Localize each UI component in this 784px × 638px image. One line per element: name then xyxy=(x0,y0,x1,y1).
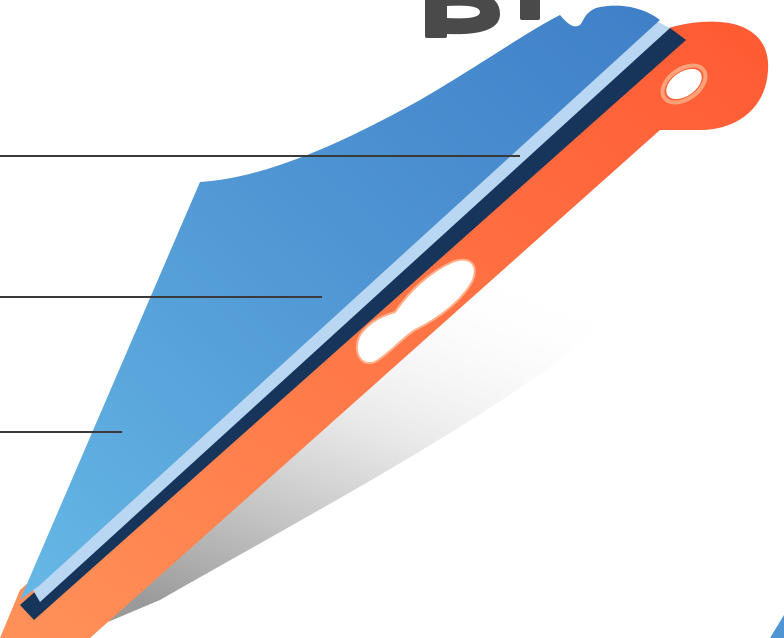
hook-hole xyxy=(666,68,702,100)
light-blue-stripe xyxy=(30,18,670,602)
adjacent-fragment xyxy=(770,615,784,638)
title-letter-bowl xyxy=(447,0,500,35)
outer-blue-layer xyxy=(20,5,660,600)
hook-hole-rim xyxy=(660,63,708,105)
notch-cutout xyxy=(355,258,476,365)
title-letter-stem xyxy=(425,0,447,38)
navy-stripe xyxy=(20,28,686,620)
title-letter-stem-2 xyxy=(520,0,540,20)
title-fragment xyxy=(425,0,540,38)
